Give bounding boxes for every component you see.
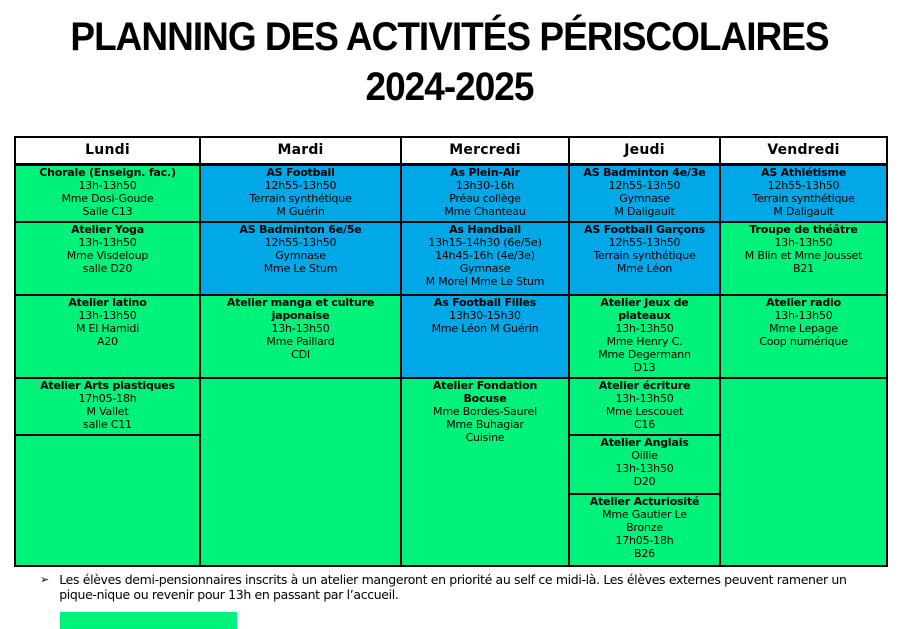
activity-details: 13h-13h50 Mme Dosi-Goude Salle C13 xyxy=(61,178,154,218)
activity-details: 13h15-14h30 (6e/5e) 14h45-16h (4e/3e) Gy… xyxy=(425,236,545,288)
activity-details: 13h30-15h30 Mme Léon M Guérin xyxy=(431,309,539,335)
activity-title: AS Badminton 4e/3e xyxy=(583,165,706,179)
cell-vendredi-row1: AS Athlétisme 12h55-13h50 Terrain synthé… xyxy=(719,163,888,223)
header-mardi: Mardi xyxy=(199,136,402,166)
header-jeudi: Jeudi xyxy=(568,136,721,166)
activity-details: 12h55-13h50 Gymnase Mme Le Stum xyxy=(263,236,338,275)
cell-lundi-row4: Atelier Arts plastiques 17h05-18h M Vall… xyxy=(14,377,201,436)
table-row: Atelier Acturiosité Mme Gautier Le Bronz… xyxy=(15,493,887,567)
stray-green-bar xyxy=(60,612,237,629)
activity-title: Atelier Acturiosité xyxy=(589,495,700,508)
table-row: Atelier Yoga 13h-13h50 Mme Visdeloup sal… xyxy=(14,221,888,296)
activity-details: 13h30-16h Préau collège Mme Chanteau xyxy=(444,178,526,218)
activity-title: As Plein-Air xyxy=(450,165,520,179)
page-title-line1: PLANNING DES ACTIVITÉS PÉRISCOLAIRES xyxy=(70,14,829,59)
footer-note: ➢ Les élèves demi-pensionnaires inscrits… xyxy=(40,572,878,602)
activity-title: Troupe de théâtre xyxy=(749,223,858,236)
cell-mercredi-row4: Atelier Fondation Bocuse Mme Bordes-Saur… xyxy=(400,377,570,567)
cell-lundi-row5-empty xyxy=(14,434,201,567)
activity-details: Oillie 13h-13h50 D20 xyxy=(615,449,674,488)
activity-title: Atelier radio xyxy=(766,296,841,309)
activity-details: 13h-13h50 M El Hamidi A20 xyxy=(75,309,140,348)
cell-mardi-row2: AS Badminton 6e/5e 12h55-13h50 Gymnase M… xyxy=(199,221,402,296)
cell-lundi-row2: Atelier Yoga 13h-13h50 Mme Visdeloup sal… xyxy=(14,221,201,296)
arrow-bullet-icon: ➢ xyxy=(40,573,50,586)
cell-lundi-row1: Chorale (Enseign. fac.) 13h-13h50 Mme Do… xyxy=(14,163,201,223)
activity-details: 13h-13h50 Mme Paillard CDI xyxy=(266,322,335,361)
activity-details: 17h05-18h M Vallet salle C11 xyxy=(78,392,137,431)
activity-title: Atelier Jeux de plateaux xyxy=(600,296,689,322)
cell-mardi-row4-empty xyxy=(199,377,402,567)
cell-jeudi-row4: Atelier écriture 13h-13h50 Mme Lescouet … xyxy=(568,377,721,436)
cell-mardi-row3: Atelier manga et culture japonaise 13h-1… xyxy=(199,294,402,379)
activity-title: As Football Filles xyxy=(433,296,537,309)
cell-jeudi-row3: Atelier Jeux de plateaux 13h-13h50 Mme H… xyxy=(568,294,721,379)
cell-jeudi-row1: AS Badminton 4e/3e 12h55-13h50 Gymnase M… xyxy=(568,163,721,223)
activity-title: As Handball xyxy=(449,223,521,236)
activity-title: AS Badminton 6e/5e xyxy=(239,223,362,236)
header-mercredi: Mercredi xyxy=(400,136,570,166)
activity-title: Atelier Anglais xyxy=(600,436,689,449)
activity-title: AS Football xyxy=(266,165,335,179)
table-row: Atelier Arts plastiques 17h05-18h M Vall… xyxy=(14,377,888,567)
footer-note-text: Les élèves demi-pensionnaires inscrits à… xyxy=(59,572,847,602)
activity-details: 13h-13h50 Mme Henry C. Mme Degermann D13 xyxy=(598,322,691,374)
activities-table: Lundi Mardi Mercredi Jeudi Vendredi Chor… xyxy=(14,136,888,567)
activity-details: 12h55-13h50 Terrain synthétique M Guérin xyxy=(249,178,352,218)
table-row: Chorale (Enseign. fac.) 13h-13h50 Mme Do… xyxy=(14,163,888,223)
table-row: Atelier latino 13h-13h50 M El Hamidi A20… xyxy=(14,294,888,379)
cell-vendredi-row2: Troupe de théâtre 13h-13h50 M Blin et Mm… xyxy=(719,221,888,296)
activity-title: Atelier manga et culture japonaise xyxy=(226,296,375,322)
cell-jeudi-row6: Atelier Acturiosité Mme Gautier Le Bronz… xyxy=(568,493,721,567)
table-row: Atelier Anglais Oillie 13h-13h50 D20 xyxy=(14,434,887,567)
activity-title: Atelier écriture xyxy=(598,379,691,392)
cell-jeudi-row2: AS Football Garçons 12h55-13h50 Terrain … xyxy=(568,221,721,296)
activity-title: Atelier Arts plastiques xyxy=(40,379,175,392)
cell-mercredi-row3: As Football Filles 13h30-15h30 Mme Léon … xyxy=(400,294,570,379)
page-title-line2: 2024-2025 xyxy=(365,64,535,109)
activity-details: 12h55-13h50 Terrain synthétique Mme Léon xyxy=(593,236,696,275)
activity-details: 12h55-13h50 Gymnase M Daligault xyxy=(608,178,681,218)
cell-mardi-row1: AS Football 12h55-13h50 Terrain synthéti… xyxy=(199,163,402,223)
activity-title: Atelier Yoga xyxy=(71,223,144,236)
activity-details: 13h-13h50 Mme Lescouet C16 xyxy=(605,392,684,431)
activity-title: Atelier latino xyxy=(68,296,147,309)
header-lundi: Lundi xyxy=(14,136,201,166)
cell-vendredi-row4-empty xyxy=(719,377,888,567)
table-header-row: Lundi Mardi Mercredi Jeudi Vendredi xyxy=(14,136,888,166)
activity-title: Atelier Fondation Bocuse xyxy=(432,379,538,405)
activity-details: 13h-13h50 Mme Lepage Coop numérique xyxy=(759,309,848,348)
cell-mercredi-row2: As Handball 13h15-14h30 (6e/5e) 14h45-16… xyxy=(400,221,570,296)
header-vendredi: Vendredi xyxy=(719,136,888,166)
cell-lundi-row3: Atelier latino 13h-13h50 M El Hamidi A20 xyxy=(14,294,201,379)
cell-vendredi-row3: Atelier radio 13h-13h50 Mme Lepage Coop … xyxy=(719,294,888,379)
activity-details: 13h-13h50 M Blin et Mme Jousset B21 xyxy=(744,236,863,275)
cell-jeudi-row5: Atelier Anglais Oillie 13h-13h50 D20 xyxy=(568,434,721,495)
activity-details: 13h-13h50 Mme Visdeloup salle D20 xyxy=(66,236,149,275)
activity-title: Chorale (Enseign. fac.) xyxy=(39,165,176,179)
activity-title: AS Athlétisme xyxy=(761,165,846,179)
activity-details: Mme Gautier Le Bronze 17h05-18h B26 xyxy=(602,508,687,560)
activity-title: AS Football Garçons xyxy=(584,223,705,236)
page-title: PLANNING DES ACTIVITÉS PÉRISCOLAIRES 202… xyxy=(0,10,899,110)
activity-details: 12h55-13h50 Terrain synthétique M Daliga… xyxy=(752,178,855,218)
activity-details: Mme Bordes-Saurel Mme Buhagiar Cuisine xyxy=(433,405,537,444)
cell-mercredi-row1: As Plein-Air 13h30-16h Préau collège Mme… xyxy=(400,163,570,223)
